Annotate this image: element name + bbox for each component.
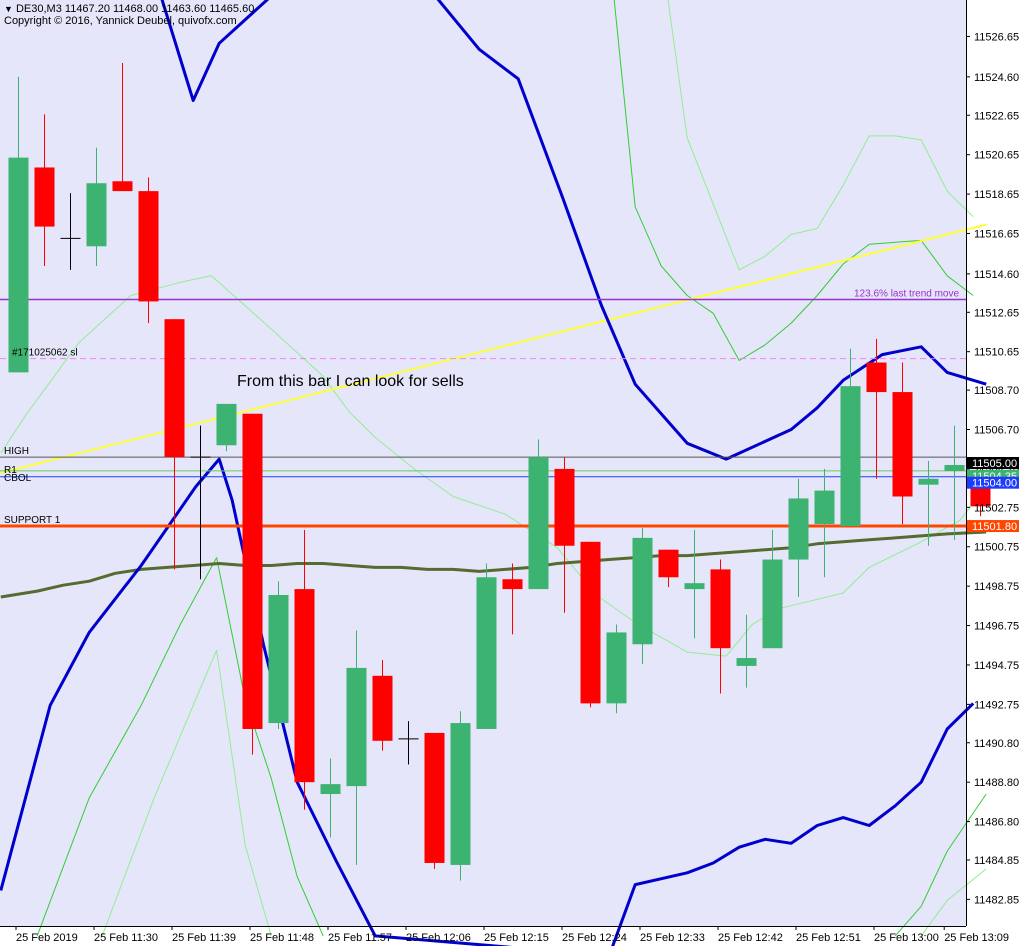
x-tick-label: 25 Feb 12:51 (796, 932, 861, 944)
candle-body (944, 464, 965, 471)
candle-body (346, 667, 367, 787)
candle-body (684, 583, 705, 590)
x-tick-label: 25 Feb 11:48 (250, 932, 314, 944)
price-tag (967, 520, 1019, 533)
band-upper-outer-line (160, 0, 987, 461)
fib-label: 123.6% last trend move (854, 288, 959, 299)
y-tick-label: 11512.65 (974, 307, 1019, 319)
y-tick-label: 11518.65 (974, 189, 1019, 201)
candle-body (8, 157, 29, 373)
candle-body (528, 457, 549, 590)
candle-body (658, 549, 679, 578)
y-tick-label: 11486.80 (974, 817, 1019, 829)
candle-body (34, 167, 55, 227)
price-tag (967, 476, 1019, 489)
y-tick-label: 11508.70 (974, 385, 1019, 397)
candle-body (372, 675, 393, 741)
price-tag-label: 11501.80 (972, 521, 1017, 533)
plot-background (0, 0, 966, 926)
y-tick-label: 11484.85 (974, 855, 1019, 867)
band-lower-inner-line (920, 868, 987, 937)
price-tag (967, 457, 1019, 469)
y-tick-label: 11502.75 (974, 502, 1019, 514)
y-tick-label: 11524.60 (974, 72, 1019, 84)
band-lower-inner-line (36, 557, 324, 937)
price-tag-label: 11505.00 (972, 458, 1017, 470)
y-tick-label: 11492.75 (974, 699, 1019, 711)
high-label: HIGH (4, 446, 29, 457)
candle-body (216, 403, 237, 446)
candle-body (710, 569, 731, 649)
copyright-text: Copyright © 2016, Yannick Deubel, quivof… (4, 15, 237, 27)
band-upper-inner-line (613, 0, 974, 361)
symbol-info: DE30,M3 11467.20 11468.00 11463.60 11465… (15, 3, 255, 15)
y-tick-label: 11526.65 (974, 31, 1019, 43)
candle-body (424, 732, 445, 863)
x-tick-label: 25 Feb 2019 (16, 932, 78, 944)
y-tick-label: 11488.80 (974, 777, 1019, 789)
candle-body (788, 498, 809, 560)
stop-loss-label: #171025062 sl (12, 348, 78, 359)
x-tick-label: 25 Feb 12:42 (718, 932, 783, 944)
y-tick-label: 11516.65 (974, 228, 1019, 240)
candle-body (736, 658, 757, 666)
y-tick-label: 11506.70 (974, 425, 1019, 437)
candle-body (320, 784, 341, 794)
y-tick-label: 11494.75 (974, 660, 1019, 672)
candle-body (476, 577, 497, 729)
candle-body (606, 632, 627, 704)
candle-body (632, 537, 653, 645)
candle-body (138, 191, 159, 302)
candle-body (866, 362, 887, 393)
candle-body (268, 595, 289, 724)
candle-body (86, 183, 107, 247)
x-tick-label: 25 Feb 11:57 (328, 932, 392, 944)
y-tick-label: 11498.75 (974, 581, 1019, 593)
candle-body (502, 579, 523, 590)
price-tag-label: 11504.00 (972, 478, 1017, 490)
candle-body (918, 478, 939, 485)
band-lower-outer-line (0, 457, 975, 946)
moving-average-line (0, 530, 987, 599)
x-tick-label: 25 Feb 13:09 (944, 932, 1009, 944)
band-lower-inner-line (101, 649, 272, 937)
candle-body (892, 392, 913, 497)
y-tick-label: 11482.85 (974, 894, 1019, 906)
candle-body (762, 559, 783, 649)
y-tick-label: 11514.60 (974, 269, 1019, 281)
band-upper-inner-line (667, 0, 974, 271)
candle-body (242, 413, 263, 729)
candle-body (814, 490, 835, 525)
x-tick-label: 25 Feb 11:39 (172, 932, 236, 944)
x-tick-label: 25 Feb 13:00 (874, 932, 939, 944)
candle-body (580, 541, 601, 704)
y-tick-label: 11510.65 (974, 347, 1019, 359)
candle-body (164, 319, 185, 458)
cbol-label: CBOL (4, 473, 32, 484)
candle-body (294, 589, 315, 783)
x-tick-label: 25 Feb 12:06 (406, 932, 471, 944)
candle-body (112, 181, 133, 192)
candle-body (554, 468, 575, 546)
r1-label: R1 (4, 465, 17, 476)
x-tick-label: 25 Feb 12:15 (484, 932, 549, 944)
y-tick-label: 11520.65 (974, 150, 1019, 162)
x-tick-label: 25 Feb 12:24 (562, 932, 627, 944)
candle-body (450, 723, 471, 865)
y-tick-label: 11490.80 (974, 738, 1019, 750)
y-tick-label: 11496.75 (974, 621, 1019, 633)
triangle-down-icon[interactable]: ▼ (4, 4, 13, 14)
annotation-text: From this bar I can look for sells (237, 373, 464, 390)
candle-body (840, 386, 861, 527)
support-label: SUPPORT 1 (4, 515, 61, 526)
band-middle-line (0, 275, 987, 657)
x-tick-label: 25 Feb 12:33 (640, 932, 705, 944)
x-tick-label: 25 Feb 11:30 (94, 932, 158, 944)
symbol-header: ▼ DE30,M3 11467.20 11468.00 11463.60 114… (4, 3, 254, 15)
y-tick-label: 11522.65 (974, 110, 1019, 122)
y-tick-label: 11500.75 (974, 542, 1019, 554)
